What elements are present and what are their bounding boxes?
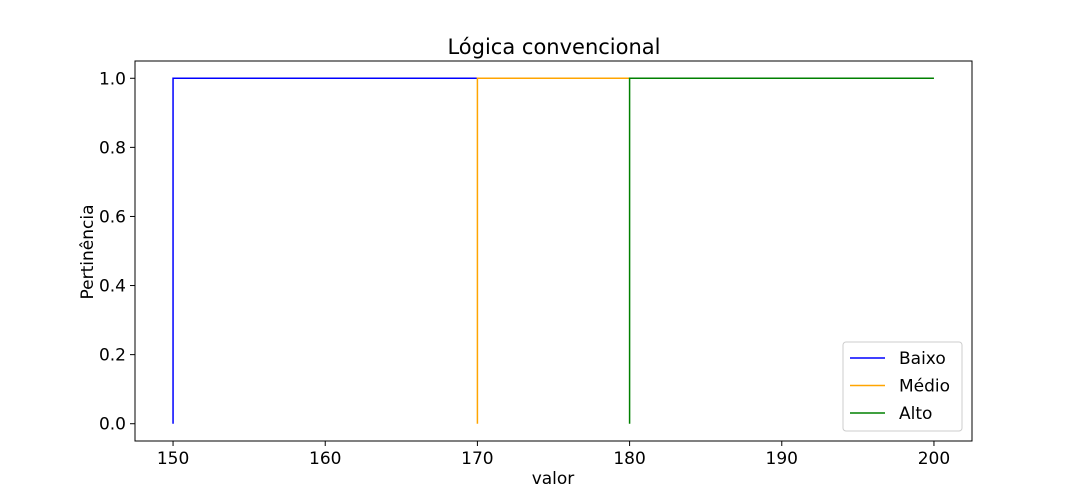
y-tick-label: 0.0 bbox=[99, 415, 126, 435]
x-axis-ticks: 150 160 170 180 190 200 bbox=[157, 441, 950, 469]
plot-area bbox=[135, 61, 972, 441]
x-tick-label: 180 bbox=[613, 449, 645, 469]
legend-label-médio: Médio bbox=[899, 377, 950, 397]
legend: Baixo Médio Alto bbox=[842, 341, 963, 432]
y-tick-label: 0.2 bbox=[99, 346, 126, 366]
y-axis-ticks: 0.0 0.2 0.4 0.6 0.8 1.0 bbox=[99, 69, 135, 435]
x-tick-label: 150 bbox=[157, 449, 189, 469]
x-axis-label: valor bbox=[532, 469, 575, 489]
x-tick-label: 170 bbox=[461, 449, 493, 469]
x-tick-label: 160 bbox=[309, 449, 341, 469]
legend-label-alto: Alto bbox=[899, 404, 932, 424]
legend-label-baixo: Baixo bbox=[899, 349, 946, 369]
chart-title: Lógica convencional bbox=[447, 35, 660, 59]
series-line-baixo bbox=[172, 77, 478, 424]
y-tick-label: 0.6 bbox=[99, 207, 126, 227]
x-tick-label: 200 bbox=[918, 449, 950, 469]
y-axis-label: Pertinência bbox=[78, 205, 98, 300]
series-line-alto bbox=[628, 77, 934, 424]
x-tick-label: 190 bbox=[766, 449, 798, 469]
legend-box bbox=[842, 341, 963, 432]
y-tick-label: 1.0 bbox=[99, 69, 126, 89]
series-line-médio bbox=[476, 77, 630, 424]
series-layer bbox=[172, 77, 934, 424]
plot-frame bbox=[134, 60, 973, 442]
y-tick-label: 0.8 bbox=[99, 138, 126, 158]
y-tick-label: 0.4 bbox=[99, 277, 126, 297]
